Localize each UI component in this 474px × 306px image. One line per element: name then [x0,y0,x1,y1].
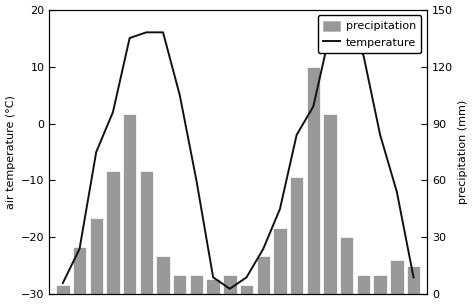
Bar [273,228,287,294]
Bar [307,66,320,294]
Bar [190,275,203,294]
Bar [173,275,186,294]
Bar [123,114,137,294]
Bar [140,171,153,294]
Bar [390,260,403,294]
Bar [290,177,303,294]
Bar [374,275,387,294]
Bar [156,256,170,294]
Bar [207,279,220,294]
Bar [323,114,337,294]
Bar [407,266,420,294]
Legend: precipitation, temperature: precipitation, temperature [318,15,421,53]
Bar [73,247,86,294]
Y-axis label: precipitation (mm): precipitation (mm) [458,100,468,204]
Bar [256,256,270,294]
Bar [106,171,119,294]
Bar [90,218,103,294]
Bar [223,275,237,294]
Bar [240,285,253,294]
Bar [357,275,370,294]
Y-axis label: air temperature (°C): air temperature (°C) [6,95,16,209]
Bar [56,285,70,294]
Bar [340,237,354,294]
